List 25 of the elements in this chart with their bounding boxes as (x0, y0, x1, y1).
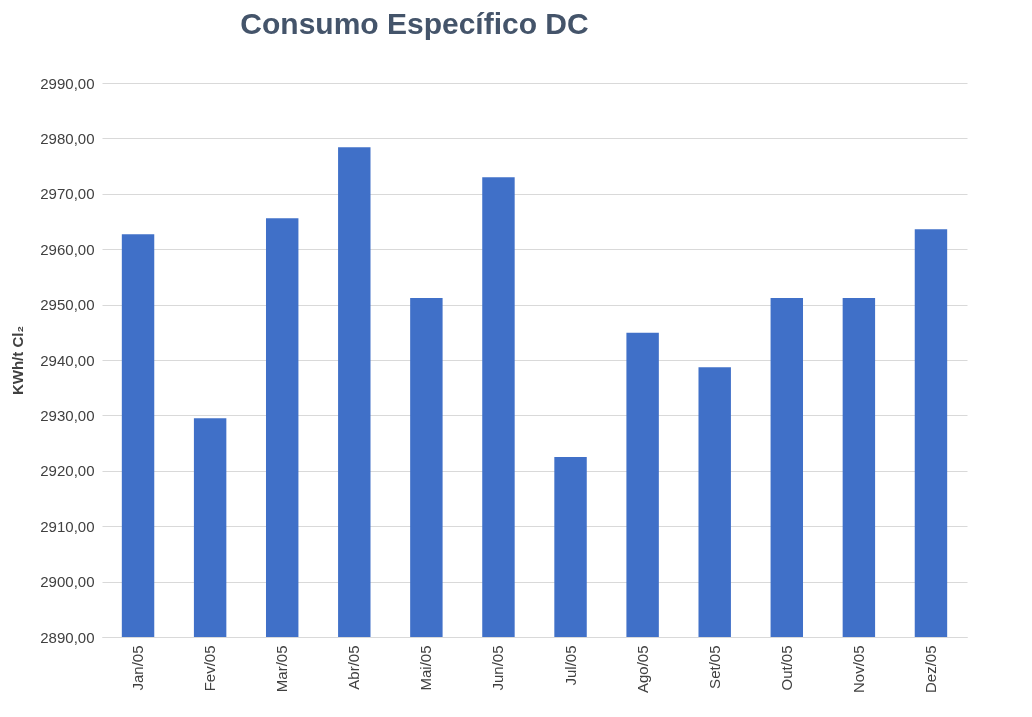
y-tick-label: 2970,00 (40, 185, 95, 203)
chart-title: Consumo Específico DC (240, 7, 589, 40)
x-tick-label: Set/05 (705, 645, 723, 689)
y-tick-label: 2920,00 (40, 462, 95, 480)
y-tick-label: 2990,00 (40, 74, 95, 92)
x-tick-label: Jun/05 (489, 645, 507, 691)
y-tick-label: 2940,00 (40, 351, 95, 369)
y-tick-label: 2950,00 (40, 296, 95, 314)
x-tick-label: Out/05 (777, 645, 795, 691)
x-tick-label: Jan/05 (129, 645, 147, 691)
y-axis-title: KWh/t Cl₂ (9, 325, 27, 396)
y-tick-label: 2890,00 (40, 628, 95, 646)
y-tick-label: 2980,00 (40, 129, 95, 147)
x-tick-label: Jul/05 (561, 645, 579, 686)
x-tick-label: Nov/05 (849, 645, 867, 694)
y-tick-label: 2930,00 (40, 406, 95, 424)
x-tick-label: Mar/05 (273, 645, 291, 693)
x-tick-label: Fev/05 (201, 645, 219, 692)
x-tick-label: Ago/05 (633, 645, 651, 694)
x-tick-label: Dez/05 (921, 645, 939, 694)
y-tick-label: 2960,00 (40, 240, 95, 258)
x-tick-label: Abr/05 (345, 645, 363, 690)
y-tick-label: 2900,00 (40, 573, 95, 591)
y-tick-label: 2910,00 (40, 517, 95, 535)
x-tick-label: Mai/05 (417, 645, 435, 691)
